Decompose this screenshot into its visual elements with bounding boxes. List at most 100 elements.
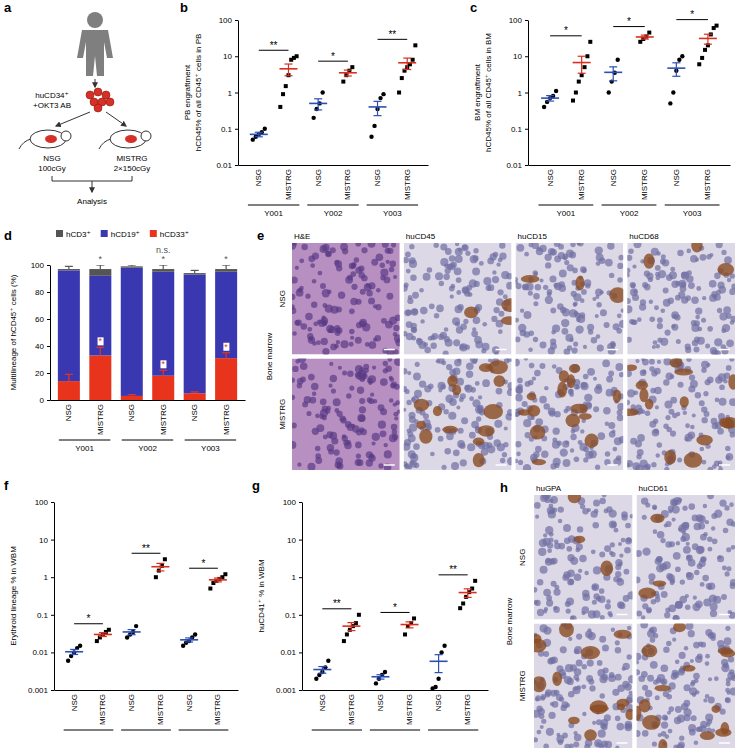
- nucleus-texture: [582, 590, 589, 597]
- nucleus-texture: [671, 324, 678, 331]
- nucleus-texture: [367, 397, 372, 402]
- nucleus-texture: [687, 270, 692, 275]
- error-stem: [351, 623, 352, 631]
- error-bar: [99, 633, 107, 637]
- data-point: [311, 116, 315, 120]
- nucleus-texture: [524, 311, 532, 319]
- nucleus-texture: [606, 376, 613, 383]
- arrow: [92, 181, 93, 192]
- row-label: NSG: [518, 549, 527, 566]
- nucleus-texture: [436, 305, 444, 313]
- nucleus-texture: [655, 405, 659, 409]
- micrograph: [292, 243, 400, 355]
- scale-bar: [607, 464, 618, 466]
- error-bar: [128, 265, 136, 266]
- legend-label: hCD3⁺: [66, 230, 91, 239]
- nucleus-texture: [553, 428, 560, 435]
- nucleus-texture: [710, 610, 717, 617]
- y-tick-group: 0.1: [221, 125, 238, 134]
- nucleus-texture: [655, 265, 661, 271]
- group-underline: [538, 205, 593, 206]
- x-tick-group: MISTRG: [213, 694, 222, 725]
- nucleus-texture: [553, 588, 560, 595]
- micrograph: [627, 243, 735, 355]
- y-tick: [525, 56, 528, 57]
- nucleus-texture: [448, 412, 456, 420]
- nucleus-texture: [559, 270, 567, 278]
- nucleus-texture: [617, 277, 622, 282]
- y-axis-title: Multilineage of hCD45⁺ cells (%): [9, 274, 18, 390]
- bar: [58, 269, 80, 270]
- nucleus-texture: [604, 545, 611, 552]
- annotation-patch: [160, 255, 166, 263]
- significance-label: *: [331, 51, 335, 62]
- data-point: [403, 632, 407, 636]
- nucleus-texture: [689, 374, 695, 380]
- nucleus-texture: [678, 382, 684, 388]
- nucleus-texture: [665, 607, 670, 612]
- nucleus-texture: [613, 323, 620, 330]
- mouse-tail: [99, 139, 111, 149]
- significance-label: *: [393, 602, 397, 613]
- nucleus-texture: [408, 450, 416, 458]
- nucleus-texture: [645, 410, 650, 415]
- figure: ahuCD34⁺+OKT3 ABNSG100cGyMISTRG2×150cGyA…: [0, 0, 738, 753]
- nucleus-texture: [547, 289, 553, 295]
- bar: [152, 376, 174, 400]
- nucleus-texture: [385, 366, 392, 373]
- nucleus-texture: [688, 282, 695, 289]
- group-underline: [312, 730, 362, 731]
- nucleus-texture: [487, 445, 495, 453]
- x-tick-label: NSG: [70, 694, 79, 711]
- nucleus-texture: [312, 279, 317, 284]
- annotation: *: [224, 254, 228, 264]
- nucleus-texture: [664, 523, 668, 527]
- nucleus-texture: [726, 547, 731, 552]
- significance-label: **: [449, 564, 457, 575]
- nucleus-texture: [583, 374, 589, 380]
- data-point: [411, 58, 415, 62]
- nucleus-texture: [608, 347, 616, 355]
- nucleus-texture: [430, 452, 435, 457]
- nucleus-texture: [318, 271, 323, 276]
- nucleus-texture: [563, 524, 571, 532]
- data-point: [715, 24, 719, 28]
- nucleus-texture: [715, 398, 720, 403]
- nucleus-texture: [653, 506, 657, 510]
- y-tick-label: 10: [223, 52, 232, 61]
- x-tick-label: NSG: [190, 404, 199, 421]
- error-bar: [376, 675, 384, 679]
- x-tick-group: MISTRG: [159, 404, 168, 435]
- nucleus-texture: [567, 569, 575, 577]
- nucleus-texture: [371, 441, 375, 445]
- nucleus-texture: [617, 601, 624, 608]
- nucleus-texture: [657, 556, 663, 562]
- nucleus-texture: [627, 400, 630, 405]
- nucleus-texture: [711, 418, 718, 425]
- y-tick: [525, 165, 528, 166]
- nucleus-texture: [467, 443, 475, 451]
- nucleus-texture: [615, 363, 623, 371]
- significance-label: **: [388, 29, 396, 40]
- data-point: [607, 90, 611, 94]
- stain-texture: [636, 381, 648, 390]
- nucleus-texture: [695, 258, 699, 262]
- y-tick-label: 100: [283, 498, 297, 507]
- y-tick: [235, 129, 238, 130]
- nucleus-texture: [600, 309, 607, 316]
- error-bar: [704, 34, 712, 44]
- side-label: Bone marrow: [505, 597, 514, 645]
- nucleus-texture: [570, 615, 577, 619]
- x-axis-line: [51, 400, 246, 401]
- nucleus-texture: [449, 255, 456, 262]
- cell-label: huCD34⁺: [35, 91, 69, 100]
- error-bar: [96, 265, 104, 269]
- x-tick-label: NSG: [434, 694, 443, 711]
- nucleus-texture: [610, 552, 615, 557]
- nucleus-texture: [672, 505, 680, 513]
- nucleus-texture: [545, 558, 550, 563]
- x-tick-label: MISTRG: [96, 404, 105, 435]
- nucleus-texture: [472, 359, 477, 364]
- y-tick-label: 10: [513, 52, 522, 61]
- x-tick-label: MISTRG: [577, 169, 586, 200]
